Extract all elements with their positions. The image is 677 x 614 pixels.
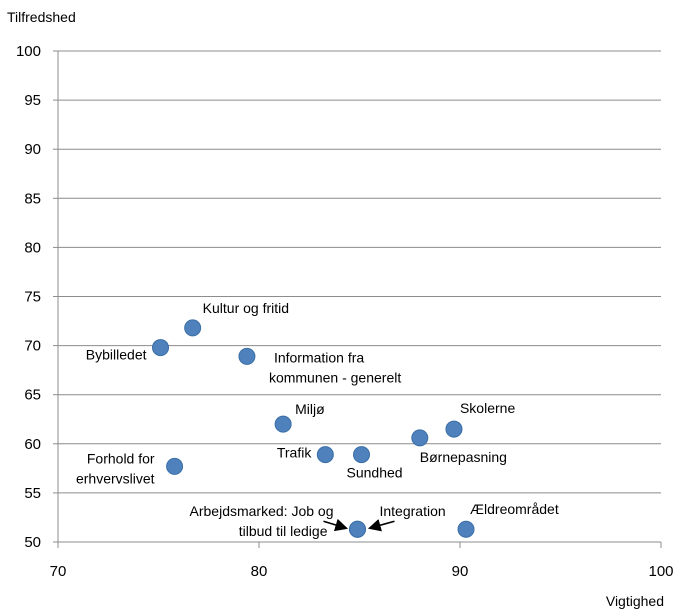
point-label-line: Arbejdsmarked: Job og (190, 503, 334, 519)
data-point-3 (274, 415, 292, 433)
y-tick-label: 100 (16, 43, 41, 60)
y-axis-label: Tilfredshed (7, 9, 76, 25)
point-label: Ældreområdet (470, 501, 559, 517)
y-tick-label: 65 (24, 387, 41, 404)
y-tick-label: 95 (24, 92, 41, 109)
data-points (152, 319, 475, 538)
gridlines (58, 50, 661, 494)
x-tick-label: 80 (251, 563, 268, 580)
data-point-2 (238, 347, 256, 365)
data-point-1 (152, 339, 170, 357)
point-label-line: Information fra (274, 349, 364, 365)
data-point-11 (457, 520, 475, 538)
tick-labels: 50 55 60 65 70 75 80 85 90 95 100 70 80 90 100 (16, 43, 674, 580)
data-point-8 (166, 457, 184, 475)
y-tick-label: 80 (24, 239, 41, 256)
point-label: Integration (379, 503, 445, 519)
point-labels: Kultur og fritid Bybilledet Information fr… (76, 300, 559, 539)
point-label-line: erhvervslivet (76, 470, 155, 486)
data-point-10 (348, 520, 366, 538)
data-point-7 (353, 446, 371, 464)
y-tick-label: 85 (24, 190, 41, 207)
y-tick-label: 70 (24, 338, 41, 355)
point-label: Information fra kommunen - generelt (269, 349, 401, 385)
point-label: Skolerne (460, 400, 515, 416)
point-label-line: tilbud til ledige (239, 523, 328, 539)
point-label: Kultur og fritid (203, 300, 289, 316)
point-label: Miljø (295, 401, 325, 417)
axes (53, 50, 662, 548)
y-tick-label: 75 (24, 289, 41, 306)
point-label: Forhold for erhvervslivet (76, 450, 155, 486)
arrow-left (323, 518, 349, 532)
point-label: Bybilledet (86, 347, 147, 363)
data-point-4 (445, 420, 463, 438)
y-tick-label: 55 (24, 485, 41, 502)
y-tick-label: 90 (24, 141, 41, 158)
data-point-0 (184, 319, 202, 337)
y-tick-label: 60 (24, 436, 41, 453)
annotation-arrows (323, 518, 395, 532)
x-tick-label: 70 (50, 563, 67, 580)
point-label: Sundhed (347, 465, 403, 481)
x-tick-label: 100 (648, 563, 673, 580)
data-point-5 (411, 429, 429, 447)
y-tick-label: 50 (24, 534, 41, 551)
arrow-right (367, 519, 395, 532)
point-label-line: kommunen - generelt (269, 369, 401, 385)
point-label: Trafik (277, 445, 312, 461)
data-point-6 (316, 446, 334, 464)
x-axis-label: Vigtighed (605, 593, 664, 609)
point-label: Børnepasning (420, 449, 507, 465)
x-tick-label: 90 (452, 563, 469, 580)
point-label: Arbejdsmarked: Job og tilbud til ledige (190, 503, 334, 539)
point-label-line: Forhold for (87, 450, 155, 466)
